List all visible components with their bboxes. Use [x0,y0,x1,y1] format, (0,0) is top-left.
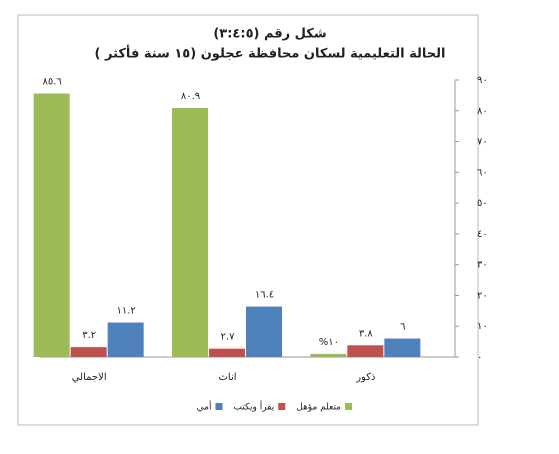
bar [70,347,107,357]
data-label: %١٠ [319,337,339,348]
bar [347,345,384,357]
legend-swatch [215,403,223,410]
y-tick-label: ٣٠ [477,260,488,271]
y-tick-label: ٢٠ [477,290,488,301]
data-label: ٣.٨ [359,328,374,339]
y-tick-label: ٧٠ [477,137,488,148]
y-tick-label: ٩٠ [477,75,488,86]
chart-frame [17,14,479,426]
legend-label: متعلم مؤهل [296,403,341,413]
x-tick-label: ذكور [355,372,375,383]
data-label: ٦ [400,322,405,333]
data-label: ١٦.٤ [255,290,274,301]
bar [172,108,208,357]
y-tick-label: ٥٠ [477,198,488,209]
y-tick-label: ٦٠ [477,167,488,178]
bar [246,306,282,357]
y-tick-label: ١٠ [477,321,488,332]
y-tick-label: ٤٠ [477,229,488,240]
data-label: ١١.٢ [117,306,136,317]
legend-label: أمي [197,401,212,413]
chart-subtitle: الحالة التعليمية لسكان محافظة عجلون (١٥ … [95,45,446,62]
data-label: ٨٠.٩ [181,91,200,102]
chart-title: شكل رقم (٣:٤:٥) [213,27,326,42]
legend-swatch [278,403,286,410]
bar [107,322,144,357]
bar [209,348,245,357]
y-tick-label: ٠ [477,352,482,363]
x-tick-label: اناث [218,372,236,383]
legend-label: يقرأ ويكتب [233,401,274,413]
data-label: ٢.٧ [221,332,236,343]
bar [33,93,70,357]
data-label: ٨٥.٦ [43,77,62,88]
y-tick-label: ٨٠ [477,106,488,117]
bar [384,338,421,357]
legend-swatch [345,403,352,410]
data-label: ٣.٢ [82,330,96,341]
bar [310,353,347,357]
x-tick-label: الاجمالي [72,372,107,383]
